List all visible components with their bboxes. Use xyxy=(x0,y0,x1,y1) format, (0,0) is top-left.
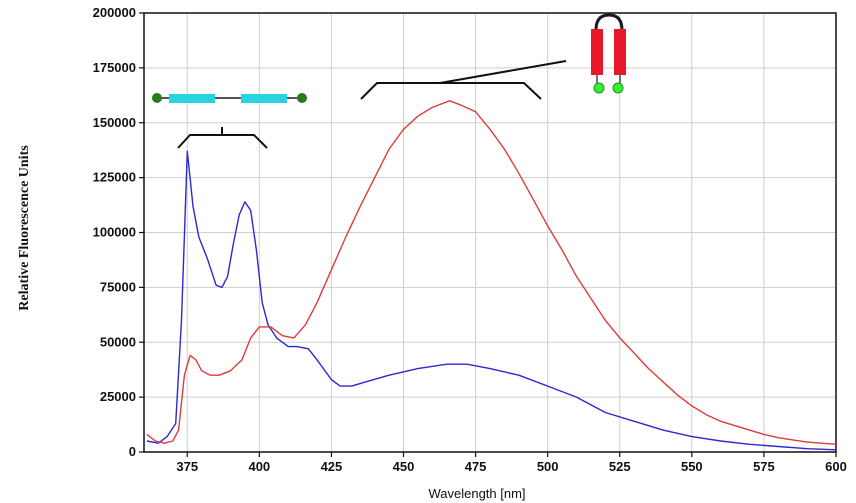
y-tick-label: 25000 xyxy=(100,389,136,404)
x-tick-label: 550 xyxy=(681,459,703,474)
linear-dna-icon xyxy=(152,93,307,103)
x-tick-label: 375 xyxy=(176,459,198,474)
x-tick-label: 450 xyxy=(393,459,415,474)
y-axis-title: Relative Fluorescence Units xyxy=(17,145,32,311)
x-tick-label: 400 xyxy=(248,459,270,474)
hairpin-stem-left xyxy=(591,29,603,75)
fluorophore-dot-left xyxy=(152,93,162,103)
y-tick-label: 150000 xyxy=(93,115,136,130)
bracket-left xyxy=(177,127,268,149)
y-tick-label: 200000 xyxy=(93,5,136,20)
quencher-right xyxy=(612,82,624,94)
x-tick-label: 600 xyxy=(825,459,847,474)
strand-segment-b xyxy=(241,94,287,103)
x-tick-label: 500 xyxy=(537,459,559,474)
y-tick-label: 75000 xyxy=(100,279,136,294)
y-tick-label: 50000 xyxy=(100,334,136,349)
y-tick-label: 175000 xyxy=(93,60,136,75)
hairpin-dna-icon xyxy=(591,13,626,94)
x-tick-label: 425 xyxy=(321,459,343,474)
ticks xyxy=(139,12,837,457)
strand-segment-a xyxy=(169,94,215,103)
series-line-1 xyxy=(146,100,837,445)
grid xyxy=(144,13,836,452)
quencher-left xyxy=(593,82,605,94)
x-tick-label: 525 xyxy=(609,459,631,474)
hairpin-stem-right xyxy=(614,29,626,75)
series-layer xyxy=(146,100,837,451)
fluorophore-dot-right xyxy=(297,93,307,103)
y-tick-label: 125000 xyxy=(93,170,136,185)
x-tick-label: 475 xyxy=(465,459,487,474)
y-tick-label: 100000 xyxy=(93,225,136,240)
bracket-right xyxy=(360,60,567,100)
x-axis-title: Wavelength [nm] xyxy=(428,486,525,501)
y-tick-labels: 0 25000 50000 75000 100000 125000 150000 175000… xyxy=(93,5,136,459)
series-line-0 xyxy=(146,150,837,451)
x-tick-label: 575 xyxy=(753,459,775,474)
y-tick-label: 0 xyxy=(129,444,136,459)
x-tick-labels: 375 400 425 450 475 500 525 550 575 600 xyxy=(176,459,846,474)
